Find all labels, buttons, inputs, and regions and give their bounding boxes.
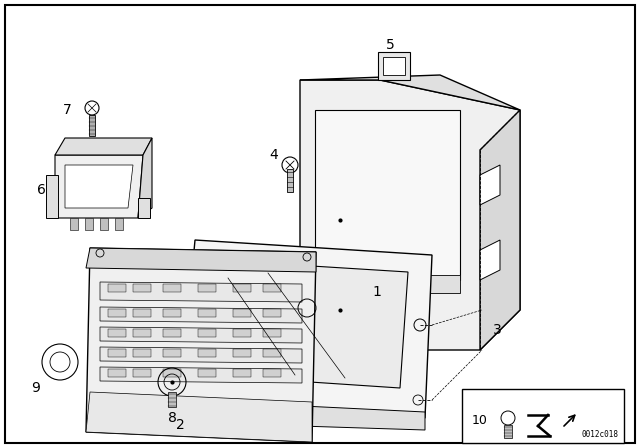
- Text: 0012c018: 0012c018: [581, 430, 618, 439]
- Polygon shape: [100, 218, 108, 230]
- Polygon shape: [100, 367, 302, 383]
- Polygon shape: [198, 329, 216, 337]
- Polygon shape: [70, 218, 78, 230]
- Polygon shape: [300, 80, 520, 350]
- Polygon shape: [175, 400, 425, 430]
- Polygon shape: [233, 309, 251, 317]
- Polygon shape: [287, 169, 293, 192]
- Polygon shape: [233, 369, 251, 377]
- Polygon shape: [108, 369, 126, 377]
- Polygon shape: [205, 260, 408, 388]
- Polygon shape: [198, 349, 216, 357]
- Polygon shape: [263, 309, 281, 317]
- Polygon shape: [233, 284, 251, 292]
- Polygon shape: [263, 329, 281, 337]
- Text: 1: 1: [372, 285, 381, 299]
- Polygon shape: [133, 329, 151, 337]
- Polygon shape: [480, 240, 500, 280]
- Polygon shape: [55, 155, 143, 218]
- Polygon shape: [89, 115, 95, 136]
- Polygon shape: [55, 138, 152, 155]
- Polygon shape: [100, 282, 302, 302]
- Polygon shape: [133, 349, 151, 357]
- Polygon shape: [108, 329, 126, 337]
- Polygon shape: [263, 284, 281, 292]
- Polygon shape: [65, 165, 133, 208]
- Polygon shape: [198, 309, 216, 317]
- Text: 3: 3: [493, 323, 502, 337]
- Polygon shape: [378, 52, 410, 80]
- Polygon shape: [100, 307, 302, 323]
- Polygon shape: [85, 218, 93, 230]
- Text: 9: 9: [31, 381, 40, 395]
- Polygon shape: [163, 369, 181, 377]
- Text: 7: 7: [63, 103, 72, 117]
- Polygon shape: [133, 284, 151, 292]
- Bar: [462, 389, 624, 443]
- Text: 6: 6: [37, 183, 46, 197]
- Polygon shape: [504, 425, 512, 438]
- Polygon shape: [198, 369, 216, 377]
- Text: 5: 5: [386, 38, 394, 52]
- Text: 4: 4: [269, 148, 278, 162]
- Polygon shape: [115, 218, 123, 230]
- Polygon shape: [198, 284, 216, 292]
- Polygon shape: [233, 329, 251, 337]
- Polygon shape: [108, 349, 126, 357]
- Polygon shape: [108, 284, 126, 292]
- Polygon shape: [300, 75, 520, 110]
- Polygon shape: [46, 175, 58, 218]
- Polygon shape: [138, 198, 150, 218]
- Polygon shape: [133, 369, 151, 377]
- Polygon shape: [263, 349, 281, 357]
- Polygon shape: [86, 392, 312, 442]
- Text: 8: 8: [168, 411, 177, 425]
- Polygon shape: [100, 347, 302, 363]
- Polygon shape: [263, 369, 281, 377]
- Polygon shape: [100, 327, 302, 343]
- Text: 2: 2: [175, 418, 184, 432]
- Polygon shape: [86, 248, 316, 272]
- Polygon shape: [163, 349, 181, 357]
- Polygon shape: [108, 309, 126, 317]
- Polygon shape: [480, 165, 500, 205]
- Polygon shape: [163, 329, 181, 337]
- Polygon shape: [163, 309, 181, 317]
- Polygon shape: [233, 349, 251, 357]
- Polygon shape: [163, 284, 181, 292]
- Polygon shape: [383, 57, 405, 75]
- Polygon shape: [133, 309, 151, 317]
- Polygon shape: [138, 138, 152, 218]
- Polygon shape: [168, 392, 176, 407]
- Text: 10: 10: [472, 414, 488, 426]
- Polygon shape: [180, 240, 432, 418]
- Polygon shape: [315, 110, 460, 280]
- Polygon shape: [86, 248, 316, 442]
- Polygon shape: [315, 275, 460, 293]
- Polygon shape: [480, 110, 520, 350]
